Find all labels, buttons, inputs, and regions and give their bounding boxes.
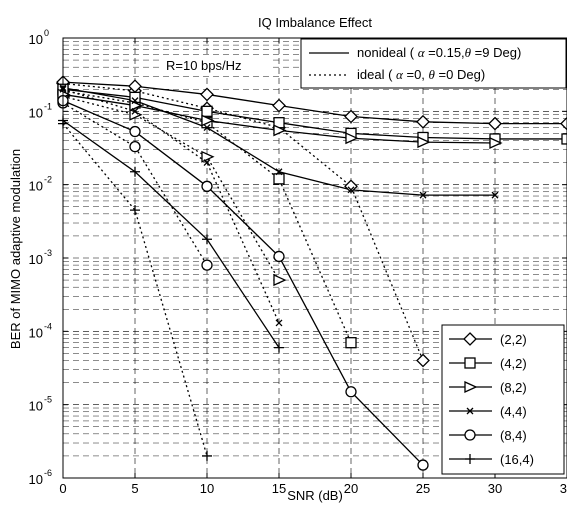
legend-label-4-2: (4,2) [500, 356, 527, 371]
y-tick-label: 10 [29, 32, 43, 47]
y-tick-label: 10 [29, 105, 43, 120]
data-point-nonideal-8-4 [345, 386, 357, 398]
data-point-nonideal-4-4 [131, 97, 139, 105]
marker-legend: (2,2) (4,2) (8,2) (4,4) (8,4) (16,4) [441, 324, 565, 475]
legend-label-2-2: (2,2) [500, 332, 527, 347]
y-tick-exponent: -4 [44, 321, 52, 331]
marker-legend-box [441, 324, 565, 475]
data-point-nonideal-8-2 [273, 124, 287, 137]
legend-label-8-4: (8,4) [500, 428, 527, 443]
data-point-ideal-2-2 [344, 179, 358, 194]
y-tick-label: 10 [29, 325, 43, 340]
series-line-ideal-2-2 [62, 82, 424, 361]
legend-marker-4-2 [464, 357, 476, 369]
data-point-ideal-4-4 [203, 159, 211, 167]
legend-marker-8-4 [464, 429, 476, 441]
x-tick-label: 5 [131, 481, 138, 496]
y-tick-label: 10 [29, 399, 43, 414]
data-point-nonideal-8-4 [273, 250, 285, 263]
y-tick-exponent: -1 [44, 101, 52, 111]
y-tick-exponent: -3 [44, 248, 52, 258]
x-tick-label: 0 [59, 481, 66, 496]
data-point-ideal-4-2 [345, 337, 357, 349]
data-point-nonideal-2-2 [200, 87, 214, 102]
style-legend: nonideal ( α =0.15,θ =9 Deg) ideal ( α =0… [300, 38, 567, 89]
y-axis-label: BER of MIMO adaptive modulation [8, 149, 23, 349]
data-point-ideal-8-2 [273, 274, 287, 287]
data-point-nonideal-2-2 [416, 114, 430, 129]
data-point-nonideal-8-4 [201, 180, 213, 192]
data-point-nonideal-2-2 [272, 98, 286, 113]
data-point-nonideal-4-4 [275, 168, 283, 176]
y-tick-exponent: 0 [44, 28, 49, 38]
y-tick-label: 10 [29, 252, 43, 267]
data-point-nonideal-8-4 [129, 125, 141, 138]
y-tick-exponent: -2 [44, 175, 52, 185]
style-legend-box [300, 38, 567, 89]
data-point-ideal-8-2 [201, 150, 215, 163]
legend-marker-8-2 [464, 380, 478, 394]
style-legend-label-nonideal: nonideal ( α =0.15,θ =9 Deg) [357, 45, 521, 60]
data-point-ideal-8-4 [201, 259, 213, 271]
data-point-nonideal-16-4 [202, 234, 212, 245]
data-point-ideal-16-4 [130, 205, 140, 216]
data-point-nonideal-4-4 [419, 191, 427, 199]
x-tick-label: 25 [416, 481, 430, 496]
data-point-nonideal-4-2 [561, 133, 567, 145]
data-point-nonideal-8-4 [417, 459, 429, 471]
y-tick-label: 10 [29, 179, 43, 194]
y-tick-exponent: -5 [44, 395, 52, 405]
data-point-nonideal-16-4 [274, 342, 284, 353]
annotation-background [160, 55, 272, 75]
x-tick-label: 20 [344, 481, 358, 496]
data-point-nonideal-4-4 [203, 124, 211, 132]
series-line-nonideal-8-4 [62, 100, 424, 466]
data-point-ideal-4-4 [131, 107, 139, 115]
y-tick-exponent: -6 [44, 468, 52, 478]
y-tick-label: 10 [29, 472, 43, 487]
data-point-nonideal-4-4 [491, 191, 499, 199]
data-point-ideal-2-2 [416, 353, 430, 368]
axis-ticks: 0510152025303510-610-510-410-310-210-110… [29, 28, 567, 496]
x-tick-label: 30 [488, 481, 502, 496]
data-point-nonideal-8-2 [417, 136, 431, 149]
series-line-ideal-8-2 [62, 95, 280, 281]
plot-series [56, 75, 567, 471]
x-tick-label: 35 [560, 481, 567, 496]
chart-title: IQ Imbalance Effect [258, 15, 372, 30]
legend-marker-2-2 [463, 332, 477, 346]
data-point-nonideal-8-2 [345, 132, 359, 145]
series-line-ideal-4-4 [62, 88, 280, 324]
rate-annotation: R=10 bps/Hz [166, 58, 242, 73]
legend-marker-16-4 [465, 454, 475, 464]
data-point-ideal-4-2 [273, 173, 285, 185]
legend-label-8-2: (8,2) [500, 380, 527, 395]
data-point-nonideal-4-2 [201, 105, 213, 117]
legend-marker-4-4 [466, 407, 474, 415]
x-axis-label: SNR (dB) [287, 488, 343, 503]
data-point-nonideal-8-2 [201, 114, 215, 127]
series-line-nonideal-4-2 [62, 88, 567, 140]
legend-label-16-4: (16,4) [500, 452, 534, 467]
data-point-nonideal-2-2 [560, 116, 567, 131]
style-legend-label-ideal: ideal ( α =0, θ =0 Deg) [357, 67, 485, 82]
data-point-nonideal-2-2 [344, 109, 358, 124]
data-point-ideal-8-4 [129, 140, 141, 153]
data-point-nonideal-8-2 [489, 136, 503, 150]
series-line-ideal-8-4 [62, 102, 208, 266]
x-tick-label: 15 [272, 481, 286, 496]
legend-label-4-4: (4,4) [500, 404, 527, 419]
data-point-nonideal-4-4 [347, 186, 355, 194]
data-point-ideal-4-4 [275, 319, 283, 327]
data-point-ideal-16-4 [202, 450, 212, 461]
data-point-nonideal-2-2 [488, 116, 502, 131]
x-tick-label: 10 [200, 481, 214, 496]
data-point-nonideal-16-4 [130, 166, 140, 177]
series-line-nonideal-2-2 [62, 81, 567, 125]
series-line-nonideal-16-4 [62, 119, 280, 348]
